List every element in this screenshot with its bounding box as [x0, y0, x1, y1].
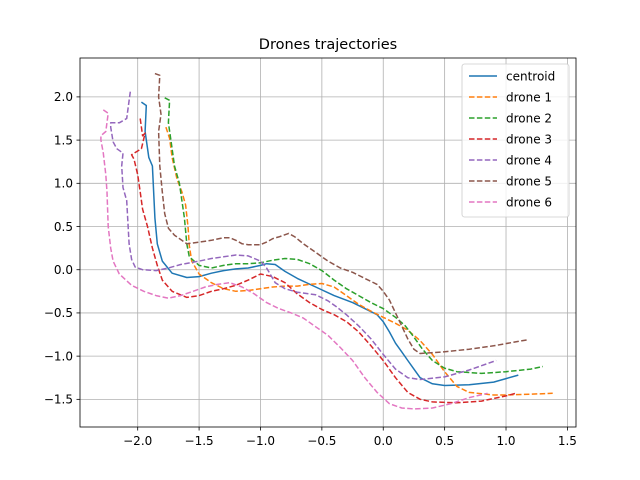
y-tick-label: 1.5: [54, 133, 73, 147]
legend-frame: [461, 63, 570, 218]
x-tick-label: 0.5: [435, 434, 454, 448]
series-line-drone-3: [130, 118, 516, 404]
y-tick-label: 0.0: [54, 263, 73, 277]
legend-label: drone 5: [506, 174, 552, 188]
legend-label: drone 4: [506, 153, 552, 167]
x-tick-label: −0.5: [307, 434, 336, 448]
y-tick-label: 2.0: [54, 90, 73, 104]
y-tick-label: −1.5: [44, 393, 73, 407]
legend-label: drone 3: [506, 132, 552, 146]
legend-label: centroid: [506, 69, 555, 83]
series-line-drone-2: [164, 97, 544, 375]
legend-label: drone 2: [506, 111, 552, 125]
x-tick-label: −1.5: [185, 434, 214, 448]
y-tick-label: −1.0: [44, 349, 73, 363]
legend: centroid drone 1 drone 2 drone 3 drone 4 dron…: [461, 63, 570, 218]
series-line-centroid: [140, 101, 519, 387]
x-axis: −2.0 −1.5 −1.0 −0.5 0.0 0.5 1.0 1.5: [123, 427, 577, 448]
x-tick-label: −2.0: [123, 434, 152, 448]
series-line-drone-6: [100, 109, 488, 410]
y-tick-label: −0.5: [44, 306, 73, 320]
x-tick-label: 1.5: [558, 434, 577, 448]
series-line-drone-1: [165, 126, 553, 396]
chart-title: Drones trajectories: [259, 37, 397, 53]
y-tick-label: 1.0: [54, 177, 73, 191]
x-tick-label: 1.0: [496, 434, 515, 448]
legend-label: drone 6: [506, 195, 552, 209]
x-tick-label: 0.0: [374, 434, 393, 448]
series-line-drone-5: [154, 72, 529, 355]
plot-frame: [79, 57, 577, 428]
y-axis: −1.5 −1.0 −0.5 0.0 0.5 1.0 1.5 2.0: [44, 90, 80, 407]
legend-label: drone 1: [506, 90, 552, 104]
y-tick-label: 0.5: [54, 220, 73, 234]
x-tick-label: −1.0: [246, 434, 275, 448]
series-line-drone-4: [109, 91, 497, 381]
series-layer: [100, 72, 553, 410]
